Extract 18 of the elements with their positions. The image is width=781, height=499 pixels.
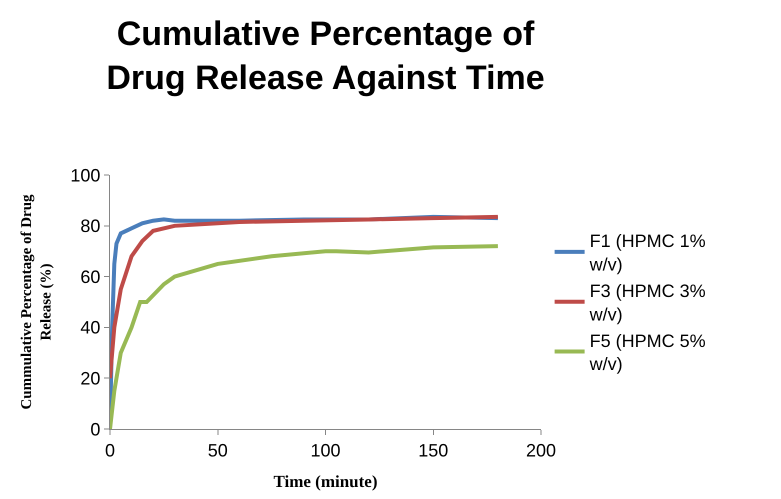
y-tick-label: 100	[70, 165, 100, 186]
x-tick-label: 0	[104, 440, 116, 461]
x-tick-label: 150	[418, 440, 448, 461]
y-axis-title: Cummulative Percentage of Drug Release (%)	[19, 194, 55, 410]
legend-label: F5 (HPMC 5% w/v)	[588, 330, 706, 374]
legend-label: F3 (HPMC 3% w/v)	[588, 281, 706, 324]
y-tick-label: 0	[90, 419, 100, 440]
y-tick-label: 20	[80, 368, 100, 388]
chart-title: Cumulative Percentage of Drug Release Against Time	[106, 14, 545, 98]
x-tick-label: 200	[526, 440, 556, 461]
line-series	[110, 214, 500, 380]
y-tick-label: 40	[80, 318, 100, 338]
legend-label: F1 (HPMC 1% w/v)	[588, 231, 706, 275]
x-tick-label: 50	[208, 440, 228, 461]
x-tick-label: 100	[310, 440, 341, 461]
y-tick-label: 80	[80, 216, 100, 236]
y-tick-label: 60	[80, 266, 100, 287]
x-axis-title: Time (minute)	[273, 472, 378, 491]
